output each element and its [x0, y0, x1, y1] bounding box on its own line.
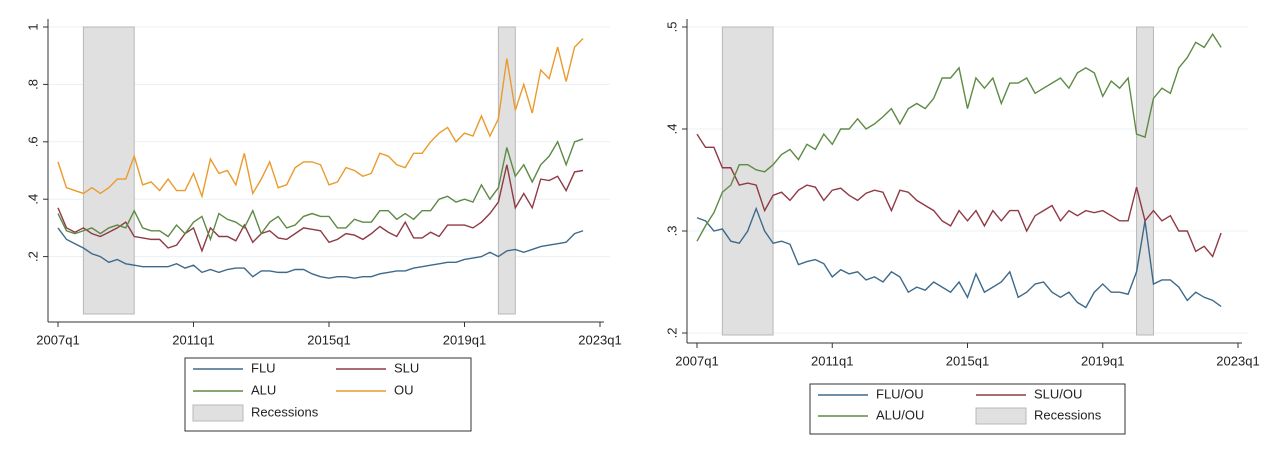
- x-tick-label: 2007q1: [36, 332, 79, 347]
- legend-label: Recessions: [1034, 407, 1102, 422]
- x-tick-label: 2007q1: [675, 353, 718, 368]
- series-line: [57, 227, 584, 279]
- x-tick-label: 2019q1: [1081, 353, 1124, 368]
- series-line: [696, 32, 1222, 242]
- recession-band: [721, 26, 774, 336]
- recession-band: [82, 26, 135, 315]
- y-tick-label: .4: [664, 124, 679, 135]
- legend-label: ALU/OU: [876, 407, 924, 422]
- legend-swatch: [975, 407, 1027, 425]
- x-tick-label: 2011q1: [811, 353, 853, 368]
- legend-swatch: [192, 404, 244, 422]
- y-tick-label: .4: [25, 194, 40, 205]
- x-tick-label: 2015q1: [307, 332, 350, 347]
- x-tick-label: 2023q1: [578, 332, 621, 347]
- y-tick-label: .2: [25, 251, 40, 262]
- x-tick-label: 2011q1: [172, 332, 214, 347]
- legend-label: FLU/OU: [876, 386, 924, 401]
- y-tick-label: .6: [25, 136, 40, 147]
- legend-label: SLU: [394, 360, 419, 375]
- series-line: [696, 133, 1222, 258]
- series-line: [57, 138, 584, 242]
- legend-label: SLU/OU: [1034, 386, 1082, 401]
- y-tick-label: .5: [664, 22, 679, 33]
- legend-box: [809, 383, 1126, 435]
- recession-band: [1136, 26, 1154, 336]
- series-line: [696, 206, 1222, 309]
- recession-band: [497, 26, 516, 315]
- y-tick-label: .3: [664, 226, 679, 237]
- legend-label: Recessions: [251, 404, 319, 419]
- legend-label: ALU: [251, 382, 276, 397]
- legend-label: OU: [394, 382, 414, 397]
- series-line: [57, 37, 584, 199]
- legend-label: FLU: [251, 360, 276, 375]
- series-line: [57, 164, 584, 253]
- x-tick-label: 2019q1: [443, 332, 486, 347]
- x-tick-label: 2015q1: [946, 353, 989, 368]
- y-tick-label: .8: [25, 79, 40, 90]
- y-tick-label: .2: [664, 328, 679, 339]
- x-tick-label: 2023q1: [1216, 353, 1259, 368]
- y-tick-label: 1: [25, 23, 40, 30]
